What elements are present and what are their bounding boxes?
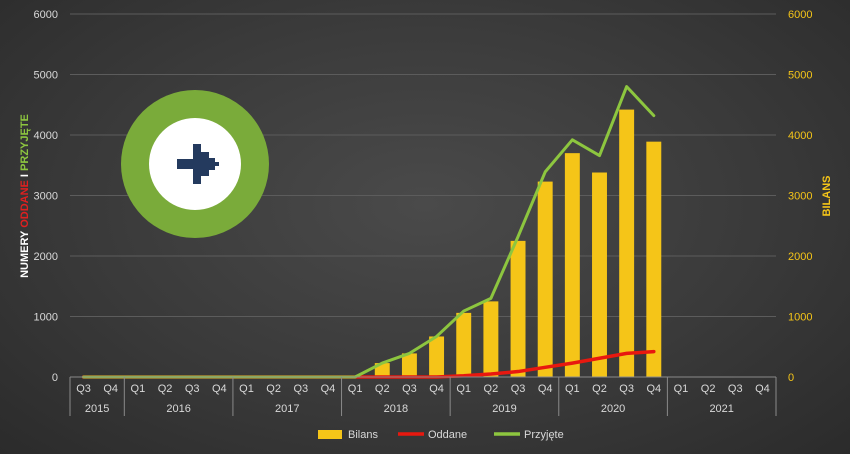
quarter-label: Q4 (429, 383, 444, 395)
left-y-axis: 0 1000 2000 3000 4000 5000 6000 (34, 9, 58, 384)
legend-label: Bilans (348, 429, 378, 441)
left-axis-title: NUMERY ODDANE I PRZYJĘTE (19, 114, 31, 278)
x-axis: Q3 Q4 Q1 Q2 Q3 Q4 Q1 Q2 Q3 Q4 Q1 Q2 Q3 Q4 Q1 Q2 Q3 Q4 Q1 Q2… (69, 376, 777, 416)
quarter-label: Q2 (266, 383, 281, 395)
left-axis-title-part: NUMERY (19, 228, 31, 278)
right-axis-title: BILANS (821, 176, 833, 217)
left-tick-label: 3000 (34, 191, 58, 203)
legend-label: Oddane (428, 429, 467, 441)
left-tick-label: 5000 (34, 70, 58, 82)
right-tick-label: 6000 (788, 9, 812, 21)
right-y-axis: 0 1000 2000 3000 4000 5000 6000 (788, 9, 812, 384)
legend: Bilans Oddane Przyjęte (318, 429, 564, 441)
left-tick-label: 0 (52, 372, 58, 384)
quarter-label: Q3 (76, 383, 91, 395)
arrow-icon-block (201, 152, 209, 176)
bilans-bar (564, 153, 580, 377)
quarter-label: Q2 (375, 383, 390, 395)
quarter-label: Q4 (321, 383, 336, 395)
left-tick-label: 2000 (34, 251, 58, 263)
quarter-label: Q4 (538, 383, 553, 395)
quarter-label: Q2 (484, 383, 499, 395)
left-axis-title-part: I (19, 171, 31, 180)
quarter-label: Q1 (348, 383, 363, 395)
year-label: 2017 (275, 403, 299, 415)
bilans-bar (483, 301, 499, 377)
bilans-bar (592, 172, 607, 377)
quarter-label: Q3 (402, 383, 417, 395)
arrow-icon-block (215, 162, 219, 166)
bilans-bar (537, 181, 553, 377)
legend-swatch-bilans (318, 430, 342, 439)
bilans-bar (619, 109, 635, 377)
year-label: 2020 (601, 403, 625, 415)
legend-label: Przyjęte (524, 429, 564, 441)
quarter-label: Q4 (212, 383, 227, 395)
arrow-icon-block (177, 159, 201, 169)
bilans-bar (646, 141, 662, 377)
bilans-bar (510, 240, 526, 377)
bilans-bar (429, 336, 445, 377)
quarter-label: Q3 (511, 383, 526, 395)
bilans-bar (456, 312, 472, 377)
right-tick-label: 5000 (788, 70, 812, 82)
right-tick-label: 1000 (788, 312, 812, 324)
arrow-right-logo (121, 90, 269, 238)
right-tick-label: 3000 (788, 191, 812, 203)
quarter-label: Q4 (103, 383, 118, 395)
arrow-icon-block (209, 158, 215, 170)
quarter-label: Q3 (185, 383, 200, 395)
quarter-label: Q1 (674, 383, 689, 395)
bilans-bar (401, 353, 417, 377)
quarter-label: Q3 (619, 383, 634, 395)
left-axis-title-part: PRZYJĘTE (19, 114, 31, 171)
quarter-label: Q1 (565, 383, 580, 395)
right-tick-label: 0 (788, 372, 794, 384)
left-tick-label: 1000 (34, 312, 58, 324)
quarter-label: Q4 (646, 383, 661, 395)
quarter-label: Q3 (728, 383, 743, 395)
year-label: 2018 (384, 403, 408, 415)
quarter-label: Q1 (456, 383, 471, 395)
right-tick-label: 4000 (788, 130, 812, 142)
quarter-label: Q2 (158, 383, 173, 395)
left-axis-title-part: ODDANE (19, 180, 31, 228)
left-tick-label: 4000 (34, 130, 58, 142)
quarter-label: Q2 (701, 383, 716, 395)
quarter-label: Q3 (293, 383, 308, 395)
right-tick-label: 2000 (788, 251, 812, 263)
left-tick-label: 6000 (34, 9, 58, 21)
year-label: 2015 (85, 403, 109, 415)
quarter-label: Q1 (131, 383, 146, 395)
year-label: 2021 (709, 403, 733, 415)
bilans-bars (374, 109, 662, 377)
year-label: 2016 (166, 403, 190, 415)
quarter-label: Q4 (755, 383, 770, 395)
axis-titles: NUMERY ODDANE I PRZYJĘTE BILANS (19, 114, 833, 278)
year-label: 2019 (492, 403, 516, 415)
quarter-label: Q1 (239, 383, 254, 395)
arrow-icon-block (193, 144, 201, 184)
quarter-label: Q2 (592, 383, 607, 395)
